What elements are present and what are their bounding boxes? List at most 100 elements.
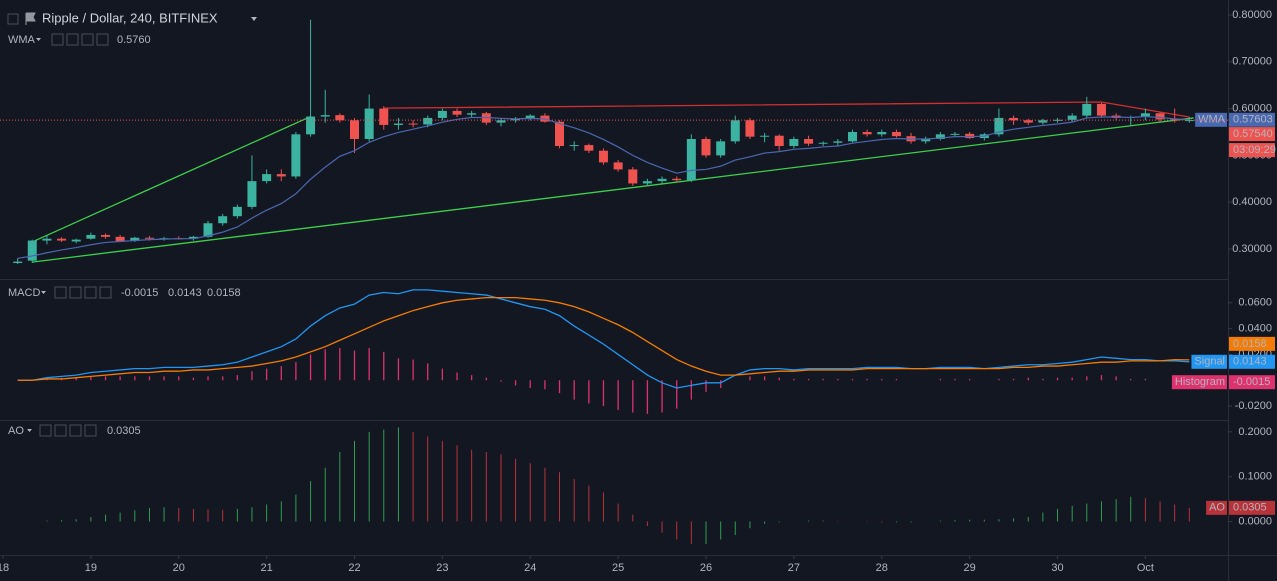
candle-body [891,131,901,137]
candle-body [188,236,198,239]
candle-body [774,135,784,147]
remove-icon[interactable] [96,33,109,46]
add-icon[interactable] [84,286,97,299]
x-tick-label: 26 [700,562,712,574]
candle-body [452,110,462,115]
x-tick-label: 28 [876,562,888,574]
candle-body [1067,115,1077,120]
candle-body [467,113,477,115]
caret[interactable] [41,291,46,294]
wma-line [17,115,1190,259]
candle-body [760,135,770,137]
candle-body [935,134,945,139]
candle-body [496,120,506,123]
x-tick-label: 23 [436,562,448,574]
candle-body [335,115,345,121]
y-tick-label: 0.2000 [1238,426,1272,438]
add-icon[interactable] [81,33,94,46]
legend-value: 0.5760 [117,34,151,46]
x-tick-label: 22 [348,562,360,574]
candle-body [598,150,608,163]
trend-line [32,117,1194,263]
series-tag [1171,375,1227,390]
candle-body [130,237,140,242]
y-tick-label: 0.1000 [1238,471,1272,483]
settings-icon[interactable] [54,424,67,437]
x-tick-label: 25 [612,562,624,574]
series-tag-label: AO [1209,502,1225,514]
candle-body [203,223,213,237]
series-tag-label: Signal [1194,356,1225,368]
candle-body [306,116,316,135]
candle-body [349,120,359,139]
candle-body [672,178,682,181]
candle-body [642,181,652,184]
candle-body [437,110,447,118]
candle-body [525,115,535,119]
price-tag-label: 03:09:29 [1233,144,1276,156]
legend-value: 0.0305 [107,425,141,437]
candle-body [877,131,887,135]
candle-body [686,139,696,181]
price-tag-label: 0.0143 [1233,356,1267,368]
candle-body [101,234,111,237]
caret[interactable] [27,429,32,432]
x-tick-label: 27 [788,562,800,574]
candle-body [13,261,23,264]
remove-icon[interactable] [84,424,97,437]
candle-body [364,108,374,139]
settings-icon[interactable] [51,33,64,46]
remove-icon[interactable] [99,286,112,299]
x-tick-label: 30 [1051,562,1063,574]
candle-body [1096,103,1106,116]
chart-title: Ripple / Dollar, 240, BITFINEX [42,10,218,25]
trend-line [383,101,1190,118]
candle-body [1009,117,1019,121]
candle-body [847,131,857,142]
candle-body [232,206,242,217]
candle-body [115,236,125,242]
collapse-icon[interactable] [7,13,19,25]
candle-body [262,174,272,182]
price-tag [1229,336,1275,351]
candle-body [408,123,418,125]
candle-body [862,131,872,135]
settings-icon[interactable] [69,286,82,299]
candle-body [320,115,330,117]
candle-body [745,120,755,137]
x-tick-label: 29 [964,562,976,574]
x-tick-label: 21 [260,562,272,574]
series-tag [1206,500,1227,515]
candle-body [1155,113,1165,120]
caret[interactable] [251,17,257,21]
flag-icon [25,12,36,25]
candle-body [584,145,594,151]
price-tag [1229,375,1275,390]
settings-icon[interactable] [39,424,52,437]
caret[interactable] [36,38,41,41]
candle-body [1082,103,1092,116]
legend-icons [7,12,257,437]
add-icon[interactable] [69,424,82,437]
candle-body [818,142,828,144]
price-tag-label: -0.0015 [1233,376,1270,388]
y-tick-label: 0.0000 [1238,515,1272,527]
candle-body [276,174,286,177]
x-tick-label: 20 [173,562,185,574]
candle-body [71,239,81,242]
candle-body [218,216,228,224]
candle-body [423,117,433,125]
candle-body [804,139,814,144]
candle-body [27,240,37,261]
settings-icon[interactable] [54,286,67,299]
candle-body [716,141,726,156]
candle-body [1053,119,1063,121]
candle-body [1140,113,1150,118]
candle-body [86,234,96,239]
candle-body [833,141,843,143]
settings-icon[interactable] [66,33,79,46]
candle-body [144,237,154,239]
